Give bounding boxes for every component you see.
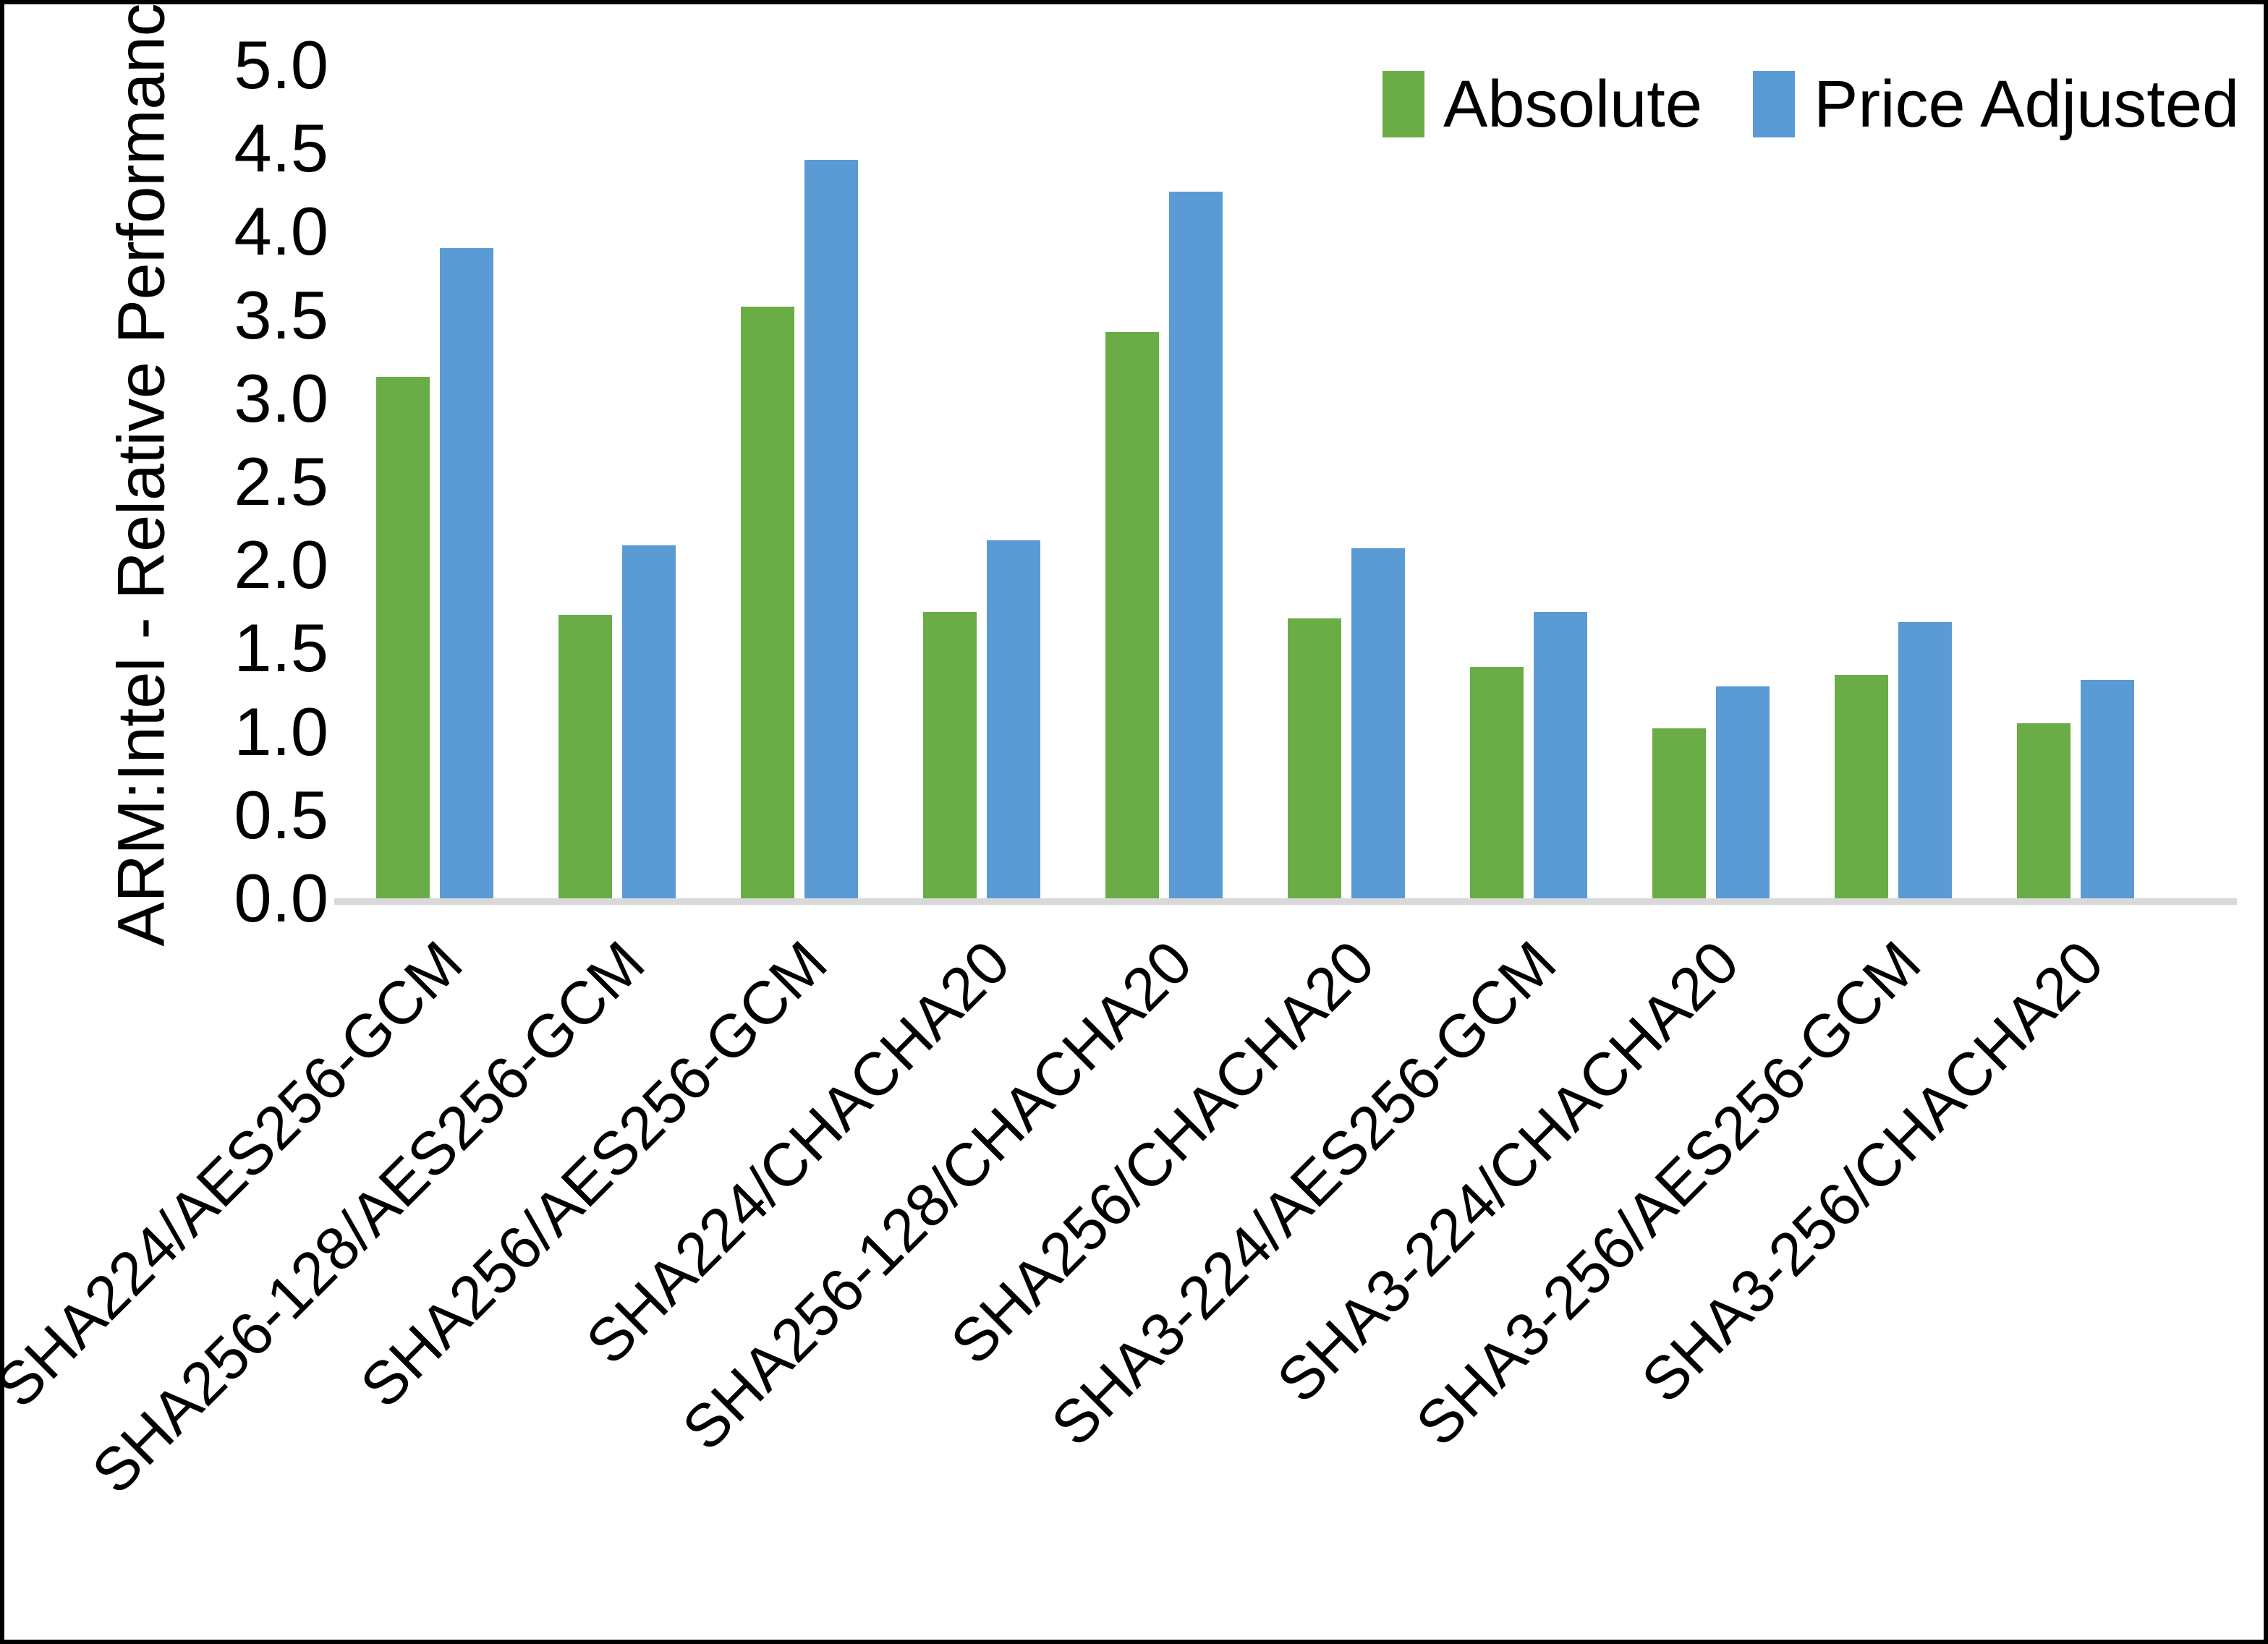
bar-price-adjusted[interactable]	[1351, 548, 1405, 898]
bar-price-adjusted[interactable]	[804, 160, 858, 898]
bar-absolute[interactable]	[1470, 666, 1524, 898]
legend-swatch-icon	[1383, 71, 1424, 137]
chart-legend: Absolute Price Adjusted	[1383, 71, 2239, 137]
y-axis-tick-label: 3.0	[234, 359, 328, 436]
bar-group	[741, 65, 864, 898]
bar-price-adjusted[interactable]	[622, 545, 676, 898]
y-axis-title: ARM:Intel - Relative Performance	[104, 0, 179, 947]
y-axis-tick-label: 2.5	[234, 443, 328, 519]
bar-absolute[interactable]	[376, 376, 430, 898]
bar-absolute[interactable]	[2017, 723, 2070, 898]
legend-label: Price Adjusted	[1814, 67, 2240, 141]
bar-absolute[interactable]	[741, 307, 794, 898]
bar-group	[1288, 65, 1411, 898]
bar-absolute[interactable]	[558, 615, 612, 898]
bar-price-adjusted[interactable]	[987, 540, 1040, 898]
bar-group	[1105, 65, 1228, 898]
y-axis-tick-label: 1.5	[234, 610, 328, 686]
y-axis-tick-label: 5.0	[234, 27, 328, 103]
bar-group	[923, 65, 1046, 898]
bar-price-adjusted[interactable]	[2081, 680, 2134, 898]
x-axis-baseline	[334, 898, 2237, 905]
bar-price-adjusted[interactable]	[1169, 192, 1223, 898]
bar-absolute[interactable]	[1105, 331, 1159, 898]
y-axis-tick-label: 4.5	[234, 110, 328, 187]
legend-item[interactable]: Absolute	[1383, 71, 1702, 137]
plot-area	[334, 65, 2237, 905]
bar-price-adjusted[interactable]	[1534, 611, 1587, 898]
bar-absolute[interactable]	[1652, 728, 1706, 898]
y-axis-tick-label: 0.0	[234, 860, 328, 936]
bar-absolute[interactable]	[1288, 618, 1341, 898]
legend-item[interactable]: Price Adjusted	[1753, 71, 2239, 137]
bar-price-adjusted[interactable]	[1716, 686, 1770, 898]
legend-label: Absolute	[1443, 67, 1703, 141]
bar-group	[1652, 65, 1775, 898]
bar-group	[2017, 65, 2140, 898]
bar-group	[1835, 65, 1958, 898]
bar-group	[376, 65, 499, 898]
y-axis-tick-label: 0.5	[234, 776, 328, 853]
bar-price-adjusted[interactable]	[440, 248, 493, 898]
y-axis-tick-label: 3.5	[234, 276, 328, 353]
bar-absolute[interactable]	[923, 611, 977, 898]
y-axis-tick-label: 2.0	[234, 527, 328, 603]
y-axis-tick-label: 4.0	[234, 193, 328, 270]
bar-absolute[interactable]	[1835, 675, 1888, 898]
y-axis-tick-label: 1.0	[234, 693, 328, 770]
bar-price-adjusted[interactable]	[1898, 621, 1952, 898]
legend-swatch-icon	[1753, 71, 1796, 137]
bar-group	[558, 65, 681, 898]
bar-group	[1470, 65, 1593, 898]
